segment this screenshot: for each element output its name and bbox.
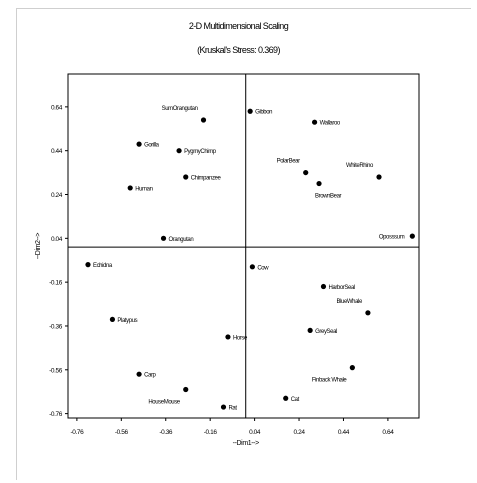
- y-tick-label: 0.04: [51, 236, 63, 243]
- point-label: Gorilla: [144, 143, 160, 149]
- data-point: [220, 404, 227, 410]
- data-point: [247, 108, 253, 114]
- data-point: [365, 310, 371, 316]
- point-label: Finback Whale: [312, 378, 348, 384]
- point-label: Echidna: [93, 263, 113, 269]
- y-tick-label: -0.56: [49, 367, 63, 374]
- x-tick-label: 0.24: [294, 429, 306, 436]
- data-point: [200, 117, 207, 123]
- point-label: Carp: [144, 373, 156, 379]
- data-point: [316, 180, 322, 187]
- x-tick-label: -0.76: [70, 429, 84, 436]
- point-label: BlueWhale: [336, 299, 362, 305]
- point-label: HouseMouse: [148, 400, 180, 406]
- point-label: Horse: [233, 335, 248, 341]
- data-point: [376, 174, 382, 180]
- y-tick-label: -0.36: [49, 323, 63, 330]
- point-label: Gibbon: [255, 110, 272, 116]
- data-point: [311, 119, 318, 125]
- point-label: BrownBear: [315, 194, 341, 200]
- point-label: Wallaroo: [320, 121, 341, 127]
- point-label: Human: [135, 186, 152, 192]
- data-point: [307, 327, 313, 333]
- data-point: [136, 371, 142, 377]
- y-tick-label: 0.64: [51, 104, 63, 111]
- x-tick-label: -0.16: [204, 429, 218, 436]
- x-tick-label: -0.56: [115, 429, 129, 436]
- data-point: [183, 174, 189, 180]
- point-label: Cat: [291, 397, 300, 403]
- y-tick-label: 0.44: [51, 148, 63, 155]
- point-label: PolarBear: [277, 159, 300, 165]
- data-point: [160, 235, 167, 241]
- point-label: SumOrangutan: [162, 106, 198, 112]
- point-label: Platypus: [117, 318, 137, 324]
- x-tick-label: 0.44: [338, 429, 350, 436]
- data-point: [183, 386, 189, 393]
- data-point: [109, 316, 116, 323]
- y-tick-label: -0.76: [49, 411, 63, 418]
- plot-frame: [67, 73, 420, 419]
- chart-title: 2-D Multidimensional Scaling: [188, 21, 289, 31]
- point-label: Cow: [257, 265, 269, 271]
- data-point: [85, 262, 91, 268]
- data-point: [127, 185, 133, 191]
- y-axis-label: --Dim2-->: [35, 233, 42, 259]
- point-label: PygmyChimp: [184, 149, 217, 155]
- data-point: [176, 148, 182, 154]
- x-tick-label: 0.64: [382, 429, 394, 436]
- page-frame: [16, 8, 471, 480]
- x-axis-label: --Dim1-->: [233, 440, 259, 447]
- data-point: [320, 283, 327, 290]
- point-label: GreySeal: [315, 329, 337, 335]
- point-label: Orangutan: [169, 237, 194, 243]
- x-tick-label: 0.04: [249, 429, 261, 436]
- x-tick-label: -0.36: [159, 429, 173, 436]
- data-point: [283, 395, 289, 401]
- y-tick-label: 0.24: [51, 192, 63, 199]
- data-point: [249, 264, 255, 270]
- point-label: Rat: [229, 406, 238, 412]
- point-label: Chimpanzee: [191, 175, 222, 181]
- point-label: Oposssum: [379, 235, 405, 241]
- point-label: HarborSeal: [328, 285, 354, 291]
- point-label: WhiteRhino: [346, 163, 374, 169]
- data-point: [409, 233, 415, 239]
- chart-subtitle: (Kruskal's Stress: 0.369): [197, 45, 280, 55]
- data-point: [136, 141, 142, 147]
- y-tick-label: -0.16: [49, 280, 63, 287]
- data-point: [349, 365, 355, 371]
- data-point: [303, 169, 309, 176]
- data-point: [225, 334, 231, 340]
